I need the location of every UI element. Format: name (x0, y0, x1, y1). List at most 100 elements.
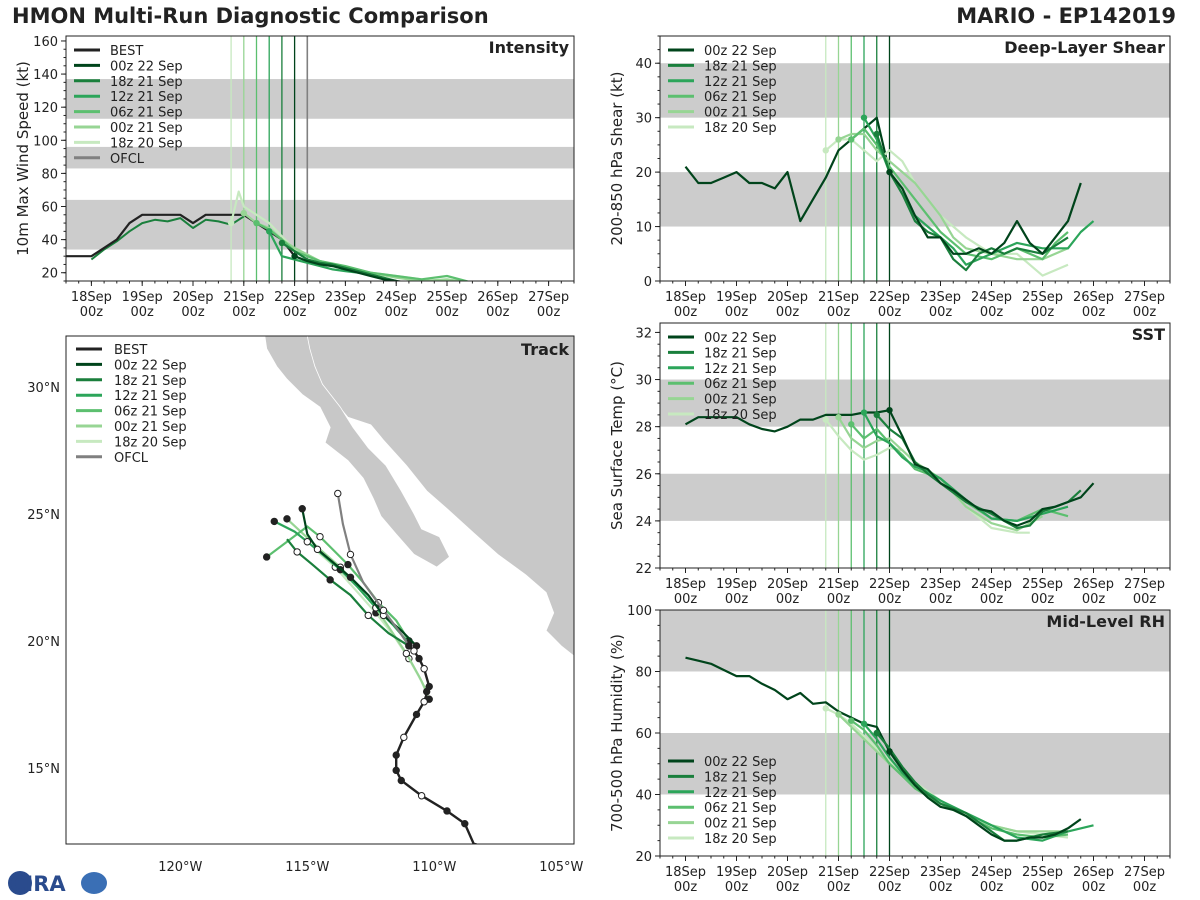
rh-xtick-sublabel: 00z (1082, 880, 1106, 895)
sst-ytick-label: 22 (635, 562, 652, 577)
shear-legend-label: 12z 21 Sep (704, 75, 777, 90)
intensity-ytick-label: 60 (41, 201, 58, 216)
rh-run-init-dot (848, 717, 855, 724)
rh-xtick-label: 18Sep (665, 865, 706, 880)
sst-run-init-dot (860, 409, 868, 416)
shear-shade-band (660, 63, 1170, 118)
track-ytick-label: 20°N (27, 635, 60, 650)
rh-panel-title: Mid-Level RH (1046, 612, 1165, 631)
intensity-xtick-sublabel: 00z (385, 305, 409, 320)
rh-run-init-dot (873, 729, 880, 737)
track-run-line (314, 548, 431, 700)
sst-legend-label: 18z 20 Sep (704, 408, 777, 423)
track-xtick-label: 120°W (158, 860, 202, 875)
intensity-legend-label: 00z 22 Sep (110, 59, 183, 74)
sst-xtick-sublabel: 00z (674, 592, 698, 607)
intensity-xtick-sublabel: 00z (537, 305, 561, 320)
intensity-ytick-label: 120 (33, 101, 58, 116)
intensity-legend-label: 00z 21 Sep (110, 121, 183, 136)
track-run-point (293, 548, 301, 556)
intensity-legend-label: 06z 21 Sep (110, 106, 183, 121)
rh-run-init-dot (835, 711, 842, 718)
track-ofcl-point (346, 550, 355, 559)
track-run-point (303, 538, 311, 546)
shear-xtick-label: 23Sep (920, 290, 961, 305)
panel-track: 120°W 115°W 110°W 105°W 15°N 20°N 25°N 30°N Trac… (27, 335, 584, 875)
rh-legend-label: 06z 21 Sep (704, 801, 777, 816)
track-xtick-label: 105°W (539, 860, 583, 875)
shear-xtick-sublabel: 00z (674, 305, 698, 320)
shear-legend-label: 18z 20 Sep (704, 121, 777, 136)
storm-title: MARIO - EP142019 (956, 4, 1176, 28)
rh-shade-band (660, 610, 1170, 672)
cira-logo: CIRA (8, 871, 107, 896)
intensity-xtick-sublabel: 00z (131, 305, 155, 320)
shear-xtick-sublabel: 00z (827, 305, 851, 320)
sst-data (684, 406, 1095, 534)
sst-run-init-dot (835, 414, 842, 421)
intensity-ylabel: 10m Max Wind Speed (kt) (14, 61, 32, 256)
sst-ytick-label: 24 (635, 515, 652, 530)
shear-ytick-label: 20 (635, 166, 652, 181)
sst-ytick-label: 30 (635, 374, 652, 389)
rh-xtick-label: 20Sep (767, 865, 808, 880)
intensity-xtick-label: 18Sep (71, 290, 112, 305)
shear-xtick-sublabel: 00z (1031, 305, 1055, 320)
track-legend-label: 18z 21 Sep (114, 374, 187, 389)
rh-xtick-sublabel: 00z (827, 880, 851, 895)
track-ytick-label: 25°N (27, 508, 60, 523)
intensity-xtick-sublabel: 00z (181, 305, 205, 320)
intensity-shade-band (66, 199, 574, 250)
sst-legend-label: 18z 21 Sep (704, 346, 777, 361)
track-run-point (298, 505, 306, 513)
track-best-point (443, 807, 451, 815)
rh-xtick-sublabel: 00z (980, 880, 1004, 895)
logo-emblem-icon (81, 872, 107, 894)
sst-xtick-label: 19Sep (716, 577, 757, 592)
shear-xtick-label: 18Sep (665, 290, 706, 305)
track-legend-label: 12z 21 Sep (114, 389, 187, 404)
track-best-point (417, 792, 426, 800)
sst-xtick-label: 27Sep (1124, 577, 1165, 592)
intensity-xtick-label: 21Sep (223, 290, 264, 305)
shear-xtick-label: 20Sep (767, 290, 808, 305)
rh-xtick-label: 27Sep (1124, 865, 1165, 880)
shear-xtick-sublabel: 00z (725, 305, 749, 320)
intensity-xtick-sublabel: 00z (283, 305, 307, 320)
rh-run-init-dot (822, 705, 829, 712)
track-legend-label: BEST (114, 343, 147, 358)
sst-xtick-sublabel: 00z (980, 592, 1004, 607)
intensity-legend-label: OFCL (110, 152, 145, 167)
shear-xtick-sublabel: 00z (980, 305, 1004, 320)
rh-xtick-sublabel: 00z (878, 880, 902, 895)
sst-xtick-label: 26Sep (1073, 577, 1114, 592)
intensity-run-init-dot (253, 219, 260, 227)
intensity-xtick-label: 26Sep (477, 290, 518, 305)
sst-xtick-sublabel: 00z (1031, 592, 1055, 607)
intensity-run-init-dot (266, 228, 273, 235)
sst-xtick-label: 24Sep (971, 577, 1012, 592)
shear-run-init-dot (860, 114, 868, 121)
sst-xtick-sublabel: 00z (827, 592, 851, 607)
sst-run-init-dot (848, 421, 855, 428)
track-best-point (425, 682, 433, 691)
shear-run-line (838, 132, 1069, 261)
shear-xtick-label: 25Sep (1022, 290, 1063, 305)
shear-xtick-label: 27Sep (1124, 290, 1165, 305)
intensity-panel-title: Intensity (489, 38, 570, 57)
shear-data (684, 114, 1095, 277)
intensity-xtick-label: 19Sep (122, 290, 163, 305)
track-ofcl-line (336, 493, 410, 647)
figure-title: HMON Multi-Run Diagnostic Comparison (12, 4, 489, 28)
track-legend-label: 06z 21 Sep (114, 405, 187, 420)
shear-xtick-label: 22Sep (869, 290, 910, 305)
intensity-ytick-label: 80 (41, 167, 58, 182)
rh-legend-label: 18z 21 Sep (704, 770, 777, 785)
track-best-point (461, 819, 469, 828)
sst-ytick-label: 32 (635, 326, 652, 341)
track-run-point (326, 576, 334, 584)
track-best-point (392, 751, 400, 759)
shear-panel-title: Deep-Layer Shear (1004, 38, 1165, 57)
rh-xtick-sublabel: 00z (725, 880, 749, 895)
rh-xtick-sublabel: 00z (674, 880, 698, 895)
